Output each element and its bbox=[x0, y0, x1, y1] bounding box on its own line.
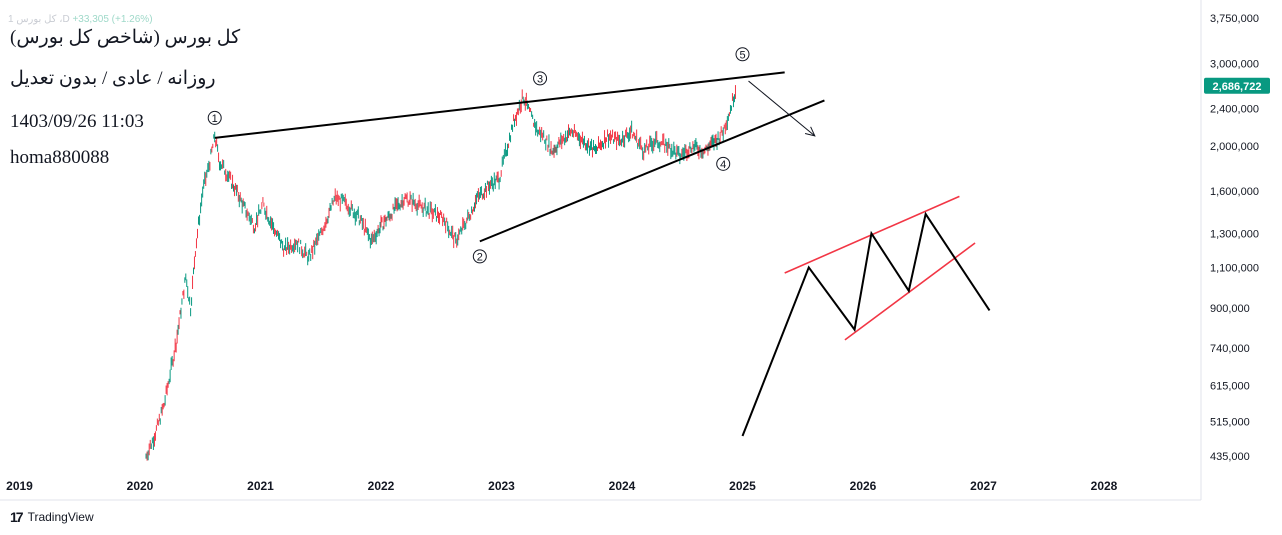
price-tick-label: 3,000,000 bbox=[1210, 58, 1259, 70]
tradingview-logo-icon: 17 bbox=[10, 509, 24, 525]
legend-faint: 1 کل بورس ،D +33,305 (+1.26%) bbox=[8, 14, 153, 25]
chart-datetime: 1403/09/26 11:03 bbox=[10, 111, 144, 132]
price-axis[interactable]: 3,750,000 3,000,000 2,400,000 2,000,000 1,60… bbox=[1210, 13, 1259, 463]
wave-label-number: 1 bbox=[212, 113, 218, 125]
price-tick-label: 3,750,000 bbox=[1210, 13, 1259, 25]
time-tick-label: 2021 bbox=[247, 479, 274, 493]
time-tick-label: 2023 bbox=[488, 479, 515, 493]
wave-label-number: 3 bbox=[537, 73, 543, 85]
wedge-trendlines[interactable] bbox=[214, 71, 825, 243]
time-tick-label: 2024 bbox=[609, 479, 636, 493]
wave-label-circle bbox=[533, 71, 548, 86]
last-price-badge: 2,686,722 bbox=[1204, 77, 1270, 94]
chart-title: کل بورس (شاخص کل بورس) bbox=[10, 27, 241, 48]
price-tick-label: 740,000 bbox=[1210, 343, 1250, 355]
price-tick-label: 2,400,000 bbox=[1210, 104, 1259, 116]
schematic-channel-line[interactable] bbox=[844, 242, 976, 341]
wedge-trendline[interactable] bbox=[214, 71, 785, 139]
wave-label-number: 2 bbox=[477, 251, 483, 263]
wave-label-circle bbox=[735, 47, 750, 62]
time-axis[interactable]: 2019 2020 2021 2022 2023 2024 2025 2026 2027 2028 bbox=[6, 479, 1118, 493]
rising-wedge-schematic[interactable] bbox=[741, 195, 991, 437]
time-tick-label: 2022 bbox=[368, 479, 395, 493]
price-tick-label: 515,000 bbox=[1210, 417, 1250, 429]
time-tick-label: 2027 bbox=[970, 479, 997, 493]
price-tick-label: 2,000,000 bbox=[1210, 141, 1259, 153]
price-tick-label: 615,000 bbox=[1210, 381, 1250, 393]
tradingview-brand[interactable]: 17 TradingView bbox=[10, 509, 94, 525]
wave-label-circle bbox=[472, 249, 487, 264]
projection-arrow-line[interactable] bbox=[748, 80, 816, 137]
wave-label-circle bbox=[207, 110, 222, 125]
projection-arrow-head[interactable] bbox=[804, 126, 816, 137]
price-tick-label: 1,100,000 bbox=[1210, 262, 1259, 274]
price-tick-label: 900,000 bbox=[1210, 303, 1250, 315]
time-tick-label: 2026 bbox=[850, 479, 877, 493]
price-tick-label: 435,000 bbox=[1210, 451, 1250, 463]
price-tick-label: 1,300,000 bbox=[1210, 228, 1259, 240]
chart-subtitle: روزانه / عادی / بدون تعدیل bbox=[10, 68, 216, 89]
wedge-trendline[interactable] bbox=[479, 99, 825, 243]
symbol-faint: 1 کل بورس ،D bbox=[8, 14, 70, 25]
time-tick-label: 2028 bbox=[1091, 479, 1118, 493]
price-series bbox=[145, 85, 736, 461]
time-tick-label: 2025 bbox=[729, 479, 756, 493]
last-price-badge-bg bbox=[1204, 77, 1270, 94]
wave-label-number: 4 bbox=[720, 159, 726, 171]
chart-author: homa880088 bbox=[10, 147, 110, 168]
wave-labels: 1 2 3 4 5 bbox=[207, 47, 750, 264]
last-price-value: 2,686,722 bbox=[1213, 81, 1262, 93]
price-tick-label: 1,600,000 bbox=[1210, 186, 1259, 198]
schematic-zigzag[interactable] bbox=[741, 211, 991, 437]
time-tick-label: 2019 bbox=[6, 479, 33, 493]
wave-label-number: 5 bbox=[739, 49, 745, 61]
change-faint: +33,305 (+1.26%) bbox=[72, 14, 153, 25]
projection-arrow[interactable] bbox=[748, 80, 816, 137]
time-tick-label: 2020 bbox=[127, 479, 154, 493]
tradingview-name: TradingView bbox=[27, 510, 94, 524]
wave-label-circle bbox=[716, 156, 731, 171]
